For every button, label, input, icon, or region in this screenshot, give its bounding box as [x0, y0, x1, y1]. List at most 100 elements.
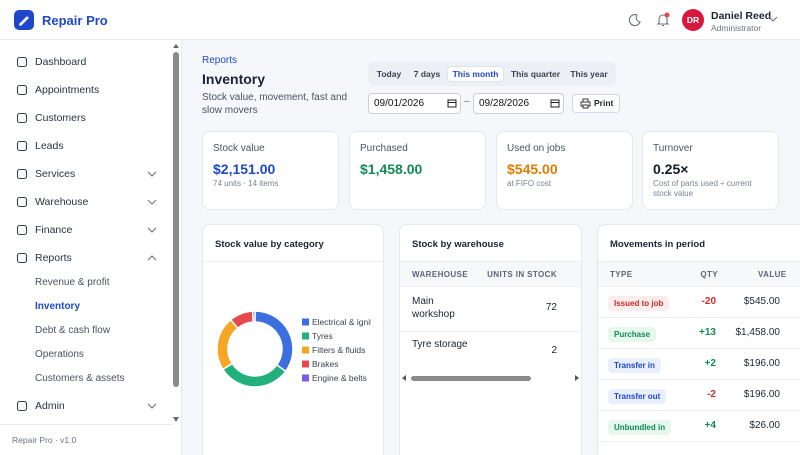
chevron-shape: [147, 227, 157, 233]
kpi-value: $1,458.00: [360, 161, 423, 177]
scrollbar[interactable]: [172, 42, 180, 425]
range-group: Today 7 days This month This quarter This ye…: [368, 62, 616, 86]
icon-shape: [16, 400, 28, 412]
table-header: [400, 261, 581, 287]
nav-item[interactable]: Finance: [35, 224, 73, 236]
nav-item[interactable]: Dashboard: [35, 56, 87, 68]
chevron[interactable]: [147, 402, 157, 410]
chevron[interactable]: [147, 170, 157, 178]
chevron-shape: [147, 199, 157, 205]
date-from[interactable]: 09/01/2026: [368, 93, 461, 114]
version: Repair Pro · v1.0: [12, 435, 77, 445]
nav-item[interactable]: Admin: [35, 400, 65, 412]
nav-item[interactable]: Reports: [35, 252, 72, 264]
nav-icon: [16, 56, 28, 68]
nav-subitem[interactable]: Operations: [35, 349, 84, 360]
range-button[interactable]: 7 days: [413, 69, 441, 79]
nav-subitem[interactable]: Customers & assets: [35, 373, 125, 384]
column-header: VALUE: [758, 270, 787, 279]
range-button[interactable]: This quarter: [510, 69, 561, 79]
date-to[interactable]: 09/28/2026: [473, 93, 564, 114]
kpi-card: Used on jobs $545.00 at FIFO cost: [496, 131, 633, 210]
kpi-label: Purchased: [360, 143, 408, 154]
nav-item[interactable]: Services: [35, 168, 76, 180]
range-button[interactable]: Today: [376, 69, 402, 79]
breadcrumb[interactable]: Reports: [202, 55, 238, 66]
donut-slice: [254, 310, 294, 373]
qty: +2: [704, 358, 716, 369]
logo: [14, 10, 34, 30]
value: $196.00: [743, 358, 780, 369]
nav-item[interactable]: Warehouse: [35, 196, 89, 208]
nav-subitem[interactable]: Inventory: [35, 301, 81, 312]
theme-toggle[interactable]: [628, 13, 642, 27]
nav-subitem[interactable]: Debt & cash flow: [35, 325, 111, 336]
cell: Tyre storage: [412, 339, 468, 350]
kpi-card: Purchased $1,458.00: [349, 131, 486, 210]
header: Repair Pro DR Daniel Reed Administrator: [0, 0, 800, 40]
kpi-label: Used on jobs: [507, 143, 566, 154]
cal-icon: [550, 99, 560, 108]
range-button[interactable]: This month: [447, 66, 504, 82]
type-badge: Unbundled in: [608, 420, 672, 435]
chevron[interactable]: [147, 254, 157, 262]
chevron-shape: [147, 171, 157, 177]
date-to-text: 09/28/2026: [479, 98, 530, 109]
icon-shape: [16, 168, 28, 180]
nav-item[interactable]: Leads: [35, 140, 64, 152]
chevron[interactable]: [147, 226, 157, 234]
nav-item[interactable]: Appointments: [35, 84, 100, 96]
user-menu[interactable]: [768, 15, 778, 23]
kpi-value: 0.25×: [653, 161, 689, 177]
notifications[interactable]: [655, 12, 671, 28]
row-divider: [598, 441, 800, 442]
sidebar: Repair Pro · v1.0 Dashboard Appointments C…: [0, 40, 182, 455]
type-badge: Transfer out: [608, 389, 667, 404]
kpi-card: Stock value $2,151.00 74 units · 14 items: [202, 131, 339, 210]
legend-swatch: [302, 374, 309, 382]
print-button[interactable]: Print: [572, 94, 620, 113]
nav-icon: [16, 112, 28, 124]
divider: [203, 261, 383, 262]
user-name: Daniel Reed: [711, 10, 772, 22]
nav-icon: [16, 168, 28, 180]
user-role: Administrator: [711, 23, 762, 33]
value: $26.00: [749, 420, 780, 431]
legend-label: Tyres: [312, 331, 333, 341]
nav-subitem[interactable]: Revenue & profit: [35, 277, 110, 288]
panel-title: Movements in period: [610, 239, 706, 250]
qty: +13: [699, 327, 716, 338]
print-label: Print: [594, 98, 614, 108]
value: $196.00: [743, 389, 780, 400]
kpi-label: Stock value: [213, 143, 265, 154]
h-scrollbar[interactable]: [400, 371, 582, 385]
nav-item[interactable]: Customers: [35, 112, 86, 124]
qty: -20: [701, 296, 716, 307]
legend-label: Brakes: [312, 359, 338, 369]
app-name: Repair Pro: [42, 13, 108, 28]
kpi-card: Turnover 0.25× Cost of parts used ÷ curren…: [642, 131, 779, 210]
row-divider: [598, 410, 800, 411]
icon-shape: [16, 224, 28, 236]
column-header: TYPE: [610, 270, 633, 279]
icon-shape: [16, 112, 28, 124]
cell: 72: [545, 302, 557, 313]
avatar[interactable]: DR: [682, 9, 704, 31]
chevron[interactable]: [147, 198, 157, 206]
donut-slice: [216, 318, 239, 371]
column-header: UNITS IN STOCK: [487, 270, 557, 279]
nav-icon: [16, 400, 28, 412]
legend-swatch: [302, 360, 309, 368]
column-header: WAREHOUSE: [412, 270, 469, 279]
row-divider: [400, 331, 581, 332]
date-dash: –: [464, 96, 470, 107]
icon-shape: [16, 56, 28, 68]
row-divider: [598, 317, 800, 318]
nav-icon: [16, 224, 28, 236]
page-title: Inventory: [202, 71, 266, 87]
qty: +4: [704, 420, 716, 431]
legend-label: Filters & fluids: [312, 345, 365, 355]
range-button[interactable]: This year: [570, 69, 608, 79]
value: $1,458.00: [735, 327, 781, 338]
